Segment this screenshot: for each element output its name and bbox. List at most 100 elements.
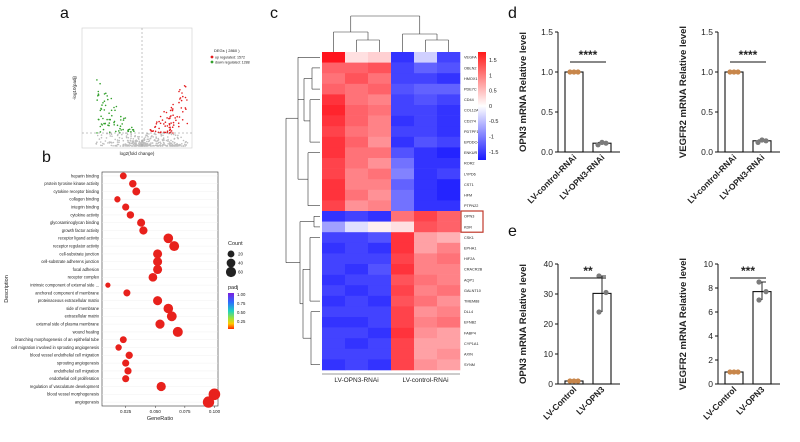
bar-y-tick-label: 30	[544, 289, 554, 299]
volcano-point	[118, 141, 120, 144]
dotplot-term-label: wound healing	[73, 329, 100, 334]
heatmap-cell	[345, 327, 369, 339]
volcano-point	[116, 139, 119, 141]
volcano-point	[111, 135, 113, 138]
volcano-point	[130, 137, 132, 140]
bar-chart-d1: 0.0 0.5 1.0 1.5 OPN3 mRNA Relative levelLV-c…	[518, 27, 620, 205]
dotplot-term-label: receptor regulator activity	[53, 244, 100, 249]
heatmap-gene-label: CD274	[464, 119, 476, 123]
volcano-point	[164, 125, 166, 127]
volcano-point	[103, 122, 105, 125]
volcano-point	[102, 102, 104, 104]
heatmap-cell	[414, 211, 438, 222]
dotplot-term-label: receptor complex	[68, 275, 99, 280]
size-legend-dot	[226, 258, 236, 268]
heatmap-cell	[414, 189, 438, 201]
volcano-point	[155, 123, 158, 125]
volcano-point	[178, 144, 180, 146]
heatmap-cell	[437, 317, 461, 328]
dotplot-term-label: glycosaminoglycan binding	[50, 220, 100, 225]
dotplot-dot	[105, 282, 111, 288]
heatmap-cell	[391, 285, 415, 297]
volcano-point	[159, 115, 162, 118]
volcano-point	[142, 143, 145, 146]
volcano-point	[151, 142, 154, 144]
volcano-point	[146, 142, 149, 145]
volcano-point	[137, 137, 140, 140]
bar-y-tick-label: 0.0	[541, 147, 553, 157]
data-point	[571, 378, 577, 384]
bar-y-tick-label: 1.0	[541, 67, 553, 77]
dotplot-dot	[126, 211, 135, 219]
volcano-point	[114, 145, 117, 147]
volcano-point	[181, 92, 183, 94]
volcano-point	[184, 143, 186, 146]
dotplot-term-label: focal adhesion	[73, 267, 100, 272]
heatmap-color-tick: -1	[489, 135, 494, 141]
heatmap-cell	[437, 94, 461, 106]
volcano-point	[179, 89, 181, 91]
volcano-point	[152, 136, 154, 138]
volcano-point	[96, 132, 98, 134]
heatmap-cell	[391, 264, 415, 275]
dotplot-dot	[153, 249, 163, 259]
heatmap-cell	[437, 327, 461, 339]
heatmap-cell	[391, 83, 415, 95]
dotplot-term-label: sprouting angiogenesis	[57, 361, 99, 366]
heatmap-cell	[414, 94, 438, 106]
heatmap-cell	[345, 94, 369, 106]
heatmap-cell	[345, 338, 369, 350]
volcano-point	[162, 134, 164, 137]
volcano-point	[155, 142, 158, 145]
volcano-point	[139, 144, 142, 147]
heatmap-cell	[345, 158, 369, 169]
volcano-point	[151, 145, 153, 147]
heatmap-cell	[322, 73, 346, 85]
heatmap-cell	[391, 348, 415, 360]
bar-y-tick-label: 10	[704, 259, 714, 269]
heatmap-cell	[391, 306, 415, 318]
volcano-point	[130, 131, 132, 133]
heatmap-cell	[414, 317, 438, 328]
heatmap-cell	[368, 73, 392, 85]
volcano-point	[150, 130, 153, 132]
heatmap-cell	[345, 306, 369, 318]
volcano-point	[116, 124, 119, 127]
volcano-point	[125, 132, 127, 134]
volcano-point	[102, 128, 105, 131]
bar-y-tick-label: 6	[708, 307, 713, 317]
dotplot-dot	[163, 233, 174, 244]
heatmap-cell	[414, 221, 438, 233]
data-point	[567, 378, 573, 384]
volcano-point	[152, 144, 154, 147]
heatmap-cell	[322, 147, 346, 159]
data-point	[735, 369, 741, 375]
bar-y-label: OPN3 mRNA Relative level	[518, 32, 529, 152]
volcano-point	[108, 122, 111, 124]
volcano-point	[165, 139, 168, 142]
heatmap-cell	[414, 126, 438, 138]
volcano-plot: log2(fold change) -log10(padj) DEGs ( 28…	[72, 27, 250, 156]
bar-y-tick-label: 8	[708, 283, 713, 293]
heatmap-cell	[368, 359, 392, 371]
data-point	[731, 369, 737, 375]
volcano-point	[174, 134, 177, 136]
heatmap-color-tick: -0.5	[489, 119, 498, 125]
heatmap-color-tick: 0	[489, 104, 492, 110]
volcano-point	[115, 105, 118, 108]
volcano-point	[129, 139, 132, 142]
heatmap-cell	[322, 136, 346, 148]
dotplot-dot	[123, 289, 131, 297]
significance-stars: ***	[741, 264, 755, 278]
volcano-point	[172, 124, 175, 126]
heatmap-cell	[368, 179, 392, 191]
heatmap-gene-label: CSK1	[464, 236, 474, 240]
volcano-point	[144, 136, 147, 138]
volcano-point	[170, 142, 173, 145]
volcano-point	[185, 140, 187, 143]
data-point	[763, 289, 769, 295]
dotplot-dot	[163, 303, 174, 314]
volcano-point	[145, 144, 147, 146]
heatmap-color-tick: 0.5	[489, 89, 497, 95]
heatmap-cell	[322, 83, 346, 95]
